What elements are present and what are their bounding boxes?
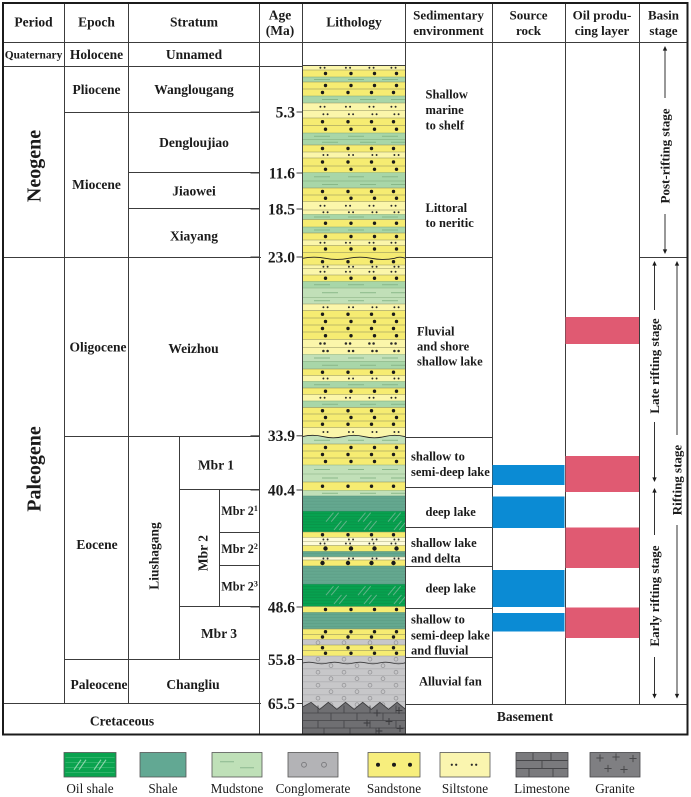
svg-text:65.5: 65.5	[268, 696, 295, 713]
svg-text:23.0: 23.0	[268, 249, 295, 266]
svg-text:Limestone: Limestone	[514, 781, 570, 796]
svg-text:Unnamed: Unnamed	[166, 47, 223, 62]
svg-text:Age: Age	[269, 8, 292, 23]
svg-text:Quaternary: Quaternary	[5, 49, 63, 61]
svg-text:Late rifting stage: Late rifting stage	[647, 318, 662, 414]
svg-text:40.4: 40.4	[268, 482, 295, 499]
svg-text:Wanglougang: Wanglougang	[154, 82, 234, 97]
svg-text:Period: Period	[14, 15, 53, 30]
svg-text:Mbr 21: Mbr 21	[221, 504, 258, 518]
svg-text:to shelf: to shelf	[426, 118, 465, 132]
svg-text:Shallow: Shallow	[426, 87, 468, 101]
svg-text:Granite: Granite	[595, 781, 635, 796]
svg-text:shallow lake: shallow lake	[411, 536, 477, 550]
svg-text:48.6: 48.6	[268, 599, 295, 616]
svg-text:Basin: Basin	[648, 7, 680, 22]
svg-text:Lithology: Lithology	[326, 15, 382, 30]
svg-text:Rifting stage: Rifting stage	[669, 445, 684, 516]
svg-text:environment: environment	[413, 23, 484, 38]
svg-text:Jiaowei: Jiaowei	[172, 184, 216, 199]
svg-text:Xiayang: Xiayang	[170, 229, 218, 244]
svg-text:marine: marine	[426, 103, 465, 117]
svg-text:Eocene: Eocene	[76, 537, 117, 552]
svg-text:Pliocene: Pliocene	[73, 82, 121, 97]
svg-text:semi-deep lake: semi-deep lake	[411, 628, 490, 642]
svg-text:18.5: 18.5	[268, 201, 295, 218]
svg-text:Shale: Shale	[148, 781, 177, 796]
svg-text:55.8: 55.8	[268, 652, 295, 669]
svg-text:Mbr 22: Mbr 22	[221, 542, 258, 556]
svg-text:Holocene: Holocene	[70, 47, 123, 62]
svg-text:Sedimentary: Sedimentary	[413, 7, 484, 22]
svg-text:Changliu: Changliu	[166, 677, 220, 692]
svg-text:cing layer: cing layer	[575, 23, 630, 38]
svg-text:shallow to: shallow to	[411, 612, 465, 626]
svg-text:Neogene: Neogene	[23, 130, 45, 202]
svg-text:Miocene: Miocene	[72, 177, 121, 192]
svg-text:Alluvial fan: Alluvial fan	[419, 674, 482, 688]
svg-text:and delta: and delta	[411, 551, 461, 565]
svg-text:deep lake: deep lake	[426, 505, 477, 519]
svg-text:Mbr 1: Mbr 1	[198, 458, 234, 473]
svg-text:Oil shale: Oil shale	[66, 781, 113, 796]
svg-text:Weizhou: Weizhou	[168, 341, 219, 356]
svg-text:shallow lake: shallow lake	[417, 354, 483, 368]
svg-text:Mbr 3: Mbr 3	[201, 626, 237, 641]
svg-text:Early rifting stage: Early rifting stage	[647, 545, 662, 646]
svg-text:11.6: 11.6	[269, 165, 296, 182]
svg-text:5.3: 5.3	[276, 104, 296, 121]
svg-text:Mbr 2: Mbr 2	[196, 535, 211, 571]
svg-text:Dengloujiao: Dengloujiao	[159, 135, 229, 150]
svg-text:Mudstone: Mudstone	[211, 781, 264, 796]
svg-text:(Ma): (Ma)	[266, 23, 294, 38]
svg-text:Basement: Basement	[497, 709, 554, 724]
svg-text:shallow to: shallow to	[411, 449, 465, 463]
svg-text:rock: rock	[516, 23, 542, 38]
svg-text:Mbr 23: Mbr 23	[221, 580, 258, 594]
svg-text:Fluvial: Fluvial	[417, 324, 455, 338]
svg-text:to neritic: to neritic	[426, 216, 475, 230]
svg-text:Cretaceous: Cretaceous	[90, 714, 154, 729]
svg-text:Siltstone: Siltstone	[442, 781, 488, 796]
svg-text:deep lake: deep lake	[426, 581, 477, 595]
svg-text:Epoch: Epoch	[78, 15, 115, 30]
svg-text:Paleogene: Paleogene	[23, 426, 45, 512]
svg-text:Conglomerate: Conglomerate	[276, 781, 351, 796]
svg-text:Stratum: Stratum	[170, 15, 219, 30]
svg-text:Post-rifting stage: Post-rifting stage	[657, 108, 672, 203]
svg-text:Sandstone: Sandstone	[367, 781, 421, 796]
svg-text:semi-deep lake: semi-deep lake	[411, 465, 490, 479]
svg-text:33.9: 33.9	[268, 428, 295, 445]
svg-text:and shore: and shore	[417, 339, 470, 353]
svg-text:Source: Source	[509, 7, 547, 22]
svg-text:Oligocene: Oligocene	[70, 340, 127, 355]
svg-text:Oil produ-: Oil produ-	[573, 7, 632, 22]
svg-text:Paleocene: Paleocene	[71, 677, 128, 692]
svg-text:Liushagang: Liushagang	[147, 522, 162, 590]
svg-text:stage: stage	[649, 23, 677, 38]
svg-text:and fluvial: and fluvial	[411, 643, 469, 657]
svg-text:Littoral: Littoral	[426, 201, 468, 215]
